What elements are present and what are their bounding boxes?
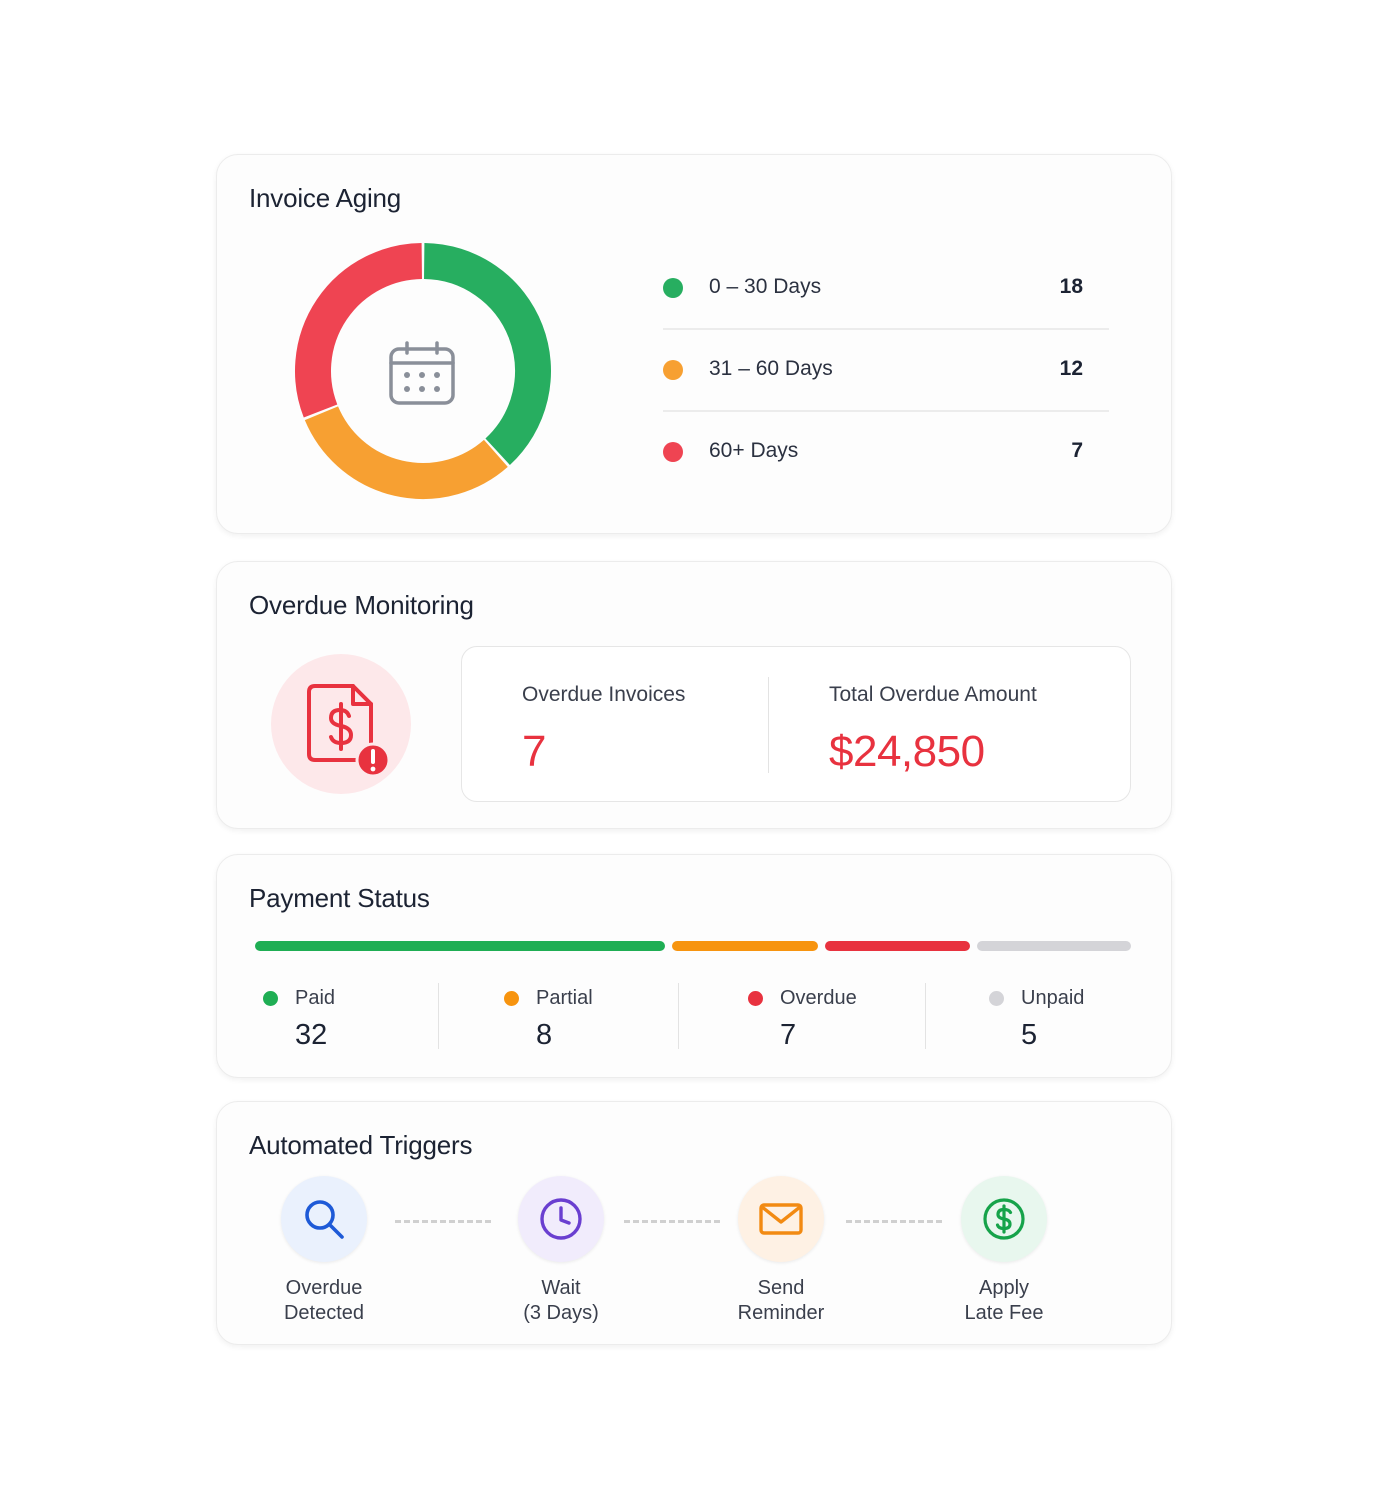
status-label: Overdue [780,987,857,1009]
overdue-invoice-icon [271,654,411,794]
trigger-step-label: Wait (3 Days) [486,1276,636,1326]
aging-legend-label: 60+ Days [709,439,799,462]
overdue-invoices-value: 7 [522,727,546,776]
status-dot [504,991,519,1006]
status-dot [263,991,278,1006]
trigger-step-wait[interactable]: Wait (3 Days) [486,1176,636,1326]
trigger-step-label-line: (3 Days) [523,1302,599,1324]
donut-segment-2 [295,243,423,418]
trigger-step-label-line: Detected [283,1302,365,1324]
trigger-step-label: Overdue Detected [249,1276,399,1326]
total-overdue-amount-label: Total Overdue Amount [829,683,1037,706]
status-count: 7 [780,1019,797,1051]
overdue-invoices-label: Overdue Invoices [522,683,686,706]
trigger-step-label-line: Overdue [285,1277,363,1299]
automated-triggers-title: Automated Triggers [249,1130,473,1160]
trigger-connector [624,1220,720,1223]
overdue-monitoring-card: Overdue Monitoring Overdue Invoices 7 To… [216,561,1172,829]
payment-status-title: Payment Status [249,883,430,913]
aging-legend-row-0-30: 0 – 30 Days 18 [663,248,1109,330]
status-label: Partial [536,987,593,1009]
trigger-step-label: Send Reminder [706,1276,856,1326]
status-count: 5 [1021,1019,1038,1051]
trigger-step-circle [281,1176,367,1262]
aging-legend-dot [663,278,683,298]
calendar-icon [389,341,455,405]
status-partial: Partial 8 [504,983,734,1053]
trigger-step-circle [518,1176,604,1262]
aging-legend-row-60-plus: 60+ Days 7 [663,412,1109,492]
status-paid: Paid 32 [263,983,493,1053]
trigger-connector [395,1220,491,1223]
aging-donut-chart [295,243,551,499]
status-count: 32 [295,1019,328,1051]
trigger-connector [846,1220,942,1223]
clock-icon [540,1198,582,1240]
status-count: 8 [536,1019,553,1051]
trigger-step-send-reminder[interactable]: Send Reminder [706,1176,856,1326]
aging-legend-count: 18 [1059,275,1083,298]
status-dot [748,991,763,1006]
donut-segment-1 [304,405,508,499]
invoice-aging-title: Invoice Aging [249,183,402,213]
status-divider [438,983,439,1049]
trigger-step-label-line: Late Fee [964,1302,1044,1324]
total-overdue-amount-value: $24,850 [829,727,985,776]
overdue-stats-panel: Overdue Invoices 7 Total Overdue Amount … [461,646,1131,802]
trigger-step-label-line: Wait [541,1277,581,1299]
status-divider [925,983,926,1049]
aging-legend-dot [663,442,683,462]
trigger-step-label-line: Send [757,1277,805,1299]
aging-legend-label: 0 – 30 Days [709,275,822,298]
aging-legend-row-31-60: 31 – 60 Days 12 [663,330,1109,412]
invoice-aging-card: Invoice Aging 0 – 30 Days 18 31 – 60 Day… [216,154,1172,534]
mail-icon [759,1203,803,1235]
trigger-step-overdue-detected[interactable]: Overdue Detected [249,1176,399,1326]
status-bar-segment-overdue [824,941,971,951]
status-bar-segment-unpaid [977,941,1131,951]
payment-status-card: Payment Status Paid 32 Partial 8 Overdue… [216,854,1172,1078]
status-bar-segment-partial [672,941,818,951]
aging-legend-dot [663,360,683,380]
stats-divider [768,677,769,773]
trigger-step-label-line: Reminder [737,1302,825,1324]
aging-legend-count: 12 [1059,357,1083,380]
trigger-step-apply-late-fee[interactable]: Apply Late Fee [929,1176,1079,1326]
status-bar-segment-paid [255,941,666,951]
dollar-icon [983,1198,1025,1240]
trigger-step-circle [961,1176,1047,1262]
overdue-monitoring-title: Overdue Monitoring [249,590,474,620]
status-label: Paid [295,987,336,1009]
aging-legend-label: 31 – 60 Days [709,357,833,380]
status-dot [989,991,1004,1006]
donut-segment-0 [423,243,551,465]
status-divider [678,983,679,1049]
search-icon [305,1200,344,1239]
trigger-step-label: Apply Late Fee [929,1276,1079,1326]
status-label: Unpaid [1021,987,1085,1009]
status-unpaid: Unpaid 5 [989,983,1219,1053]
trigger-step-label-line: Apply [978,1277,1030,1299]
status-overdue: Overdue 7 [748,983,978,1053]
automated-triggers-card: Automated Triggers Overdue Detected Wait… [216,1101,1172,1345]
trigger-step-circle [738,1176,824,1262]
aging-legend-count: 7 [1071,439,1083,462]
